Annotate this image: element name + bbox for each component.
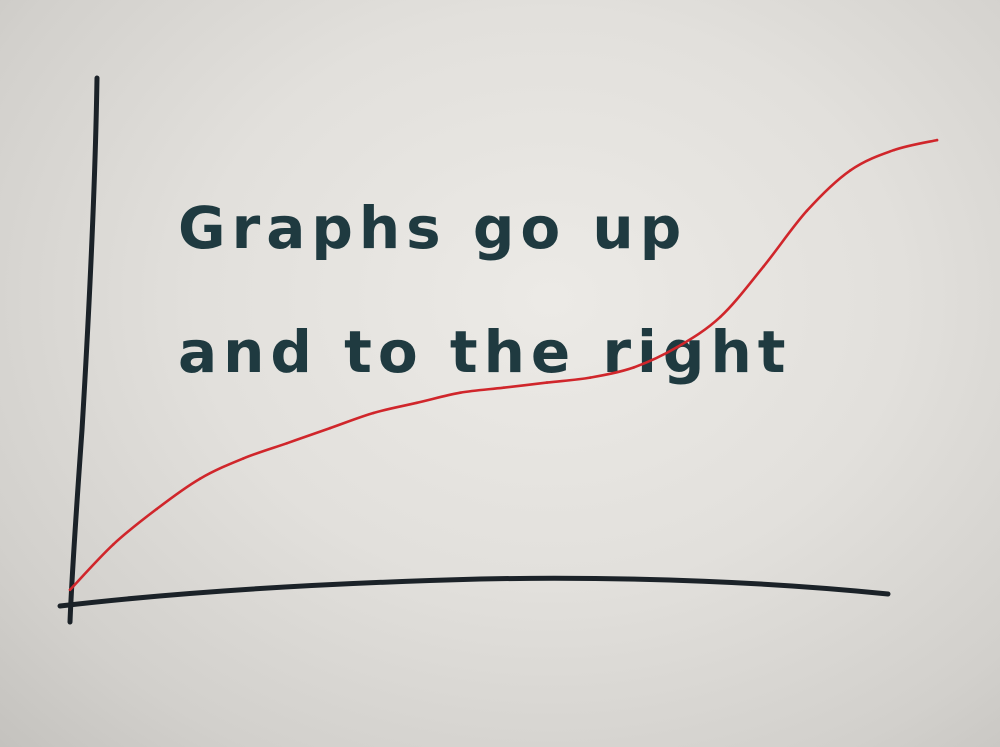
series-point-12 <box>588 376 592 379</box>
series-point-11 <box>545 381 549 384</box>
series-point-20 <box>935 138 939 142</box>
series-point-0 <box>68 588 72 592</box>
series-point-5 <box>285 442 289 445</box>
series-point-1 <box>112 543 115 546</box>
chart-title-line-1: Graphs go up <box>178 194 687 262</box>
series-point-14 <box>675 346 679 349</box>
chart-title-line-2: and to the right <box>178 318 791 386</box>
series-point-9 <box>458 391 462 395</box>
series-point-4 <box>242 457 245 460</box>
series-point-19 <box>892 148 895 152</box>
series-point-10 <box>502 386 505 390</box>
series-point-13 <box>632 366 635 369</box>
series-point-6 <box>328 426 332 430</box>
series-point-15 <box>719 315 722 319</box>
y-axis-line <box>67 75 100 625</box>
series-point-16 <box>762 265 765 268</box>
series-point-8 <box>415 401 419 405</box>
series-point-17 <box>805 209 809 213</box>
x-axis-line <box>57 575 891 609</box>
series-point-2 <box>155 507 158 511</box>
series-point-3 <box>198 477 202 481</box>
series-point-7 <box>372 411 375 415</box>
series-point-18 <box>849 169 852 172</box>
